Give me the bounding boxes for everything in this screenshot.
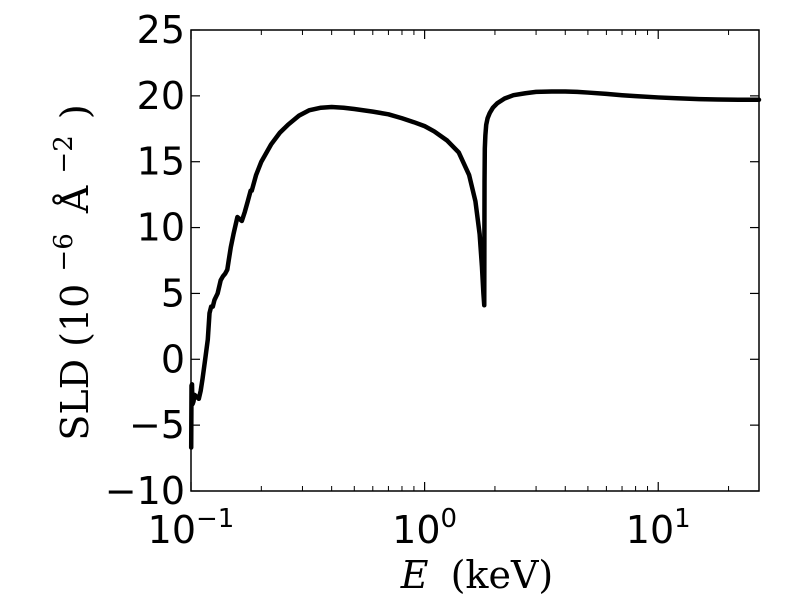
y-tick-label: 20 xyxy=(137,74,185,118)
x-tick-label: 101 xyxy=(626,504,691,552)
y-tick-label: 10 xyxy=(137,206,185,250)
y-tick-label: −5 xyxy=(129,403,185,447)
x-axis-label: E (keV) xyxy=(400,553,553,597)
plot-frame xyxy=(190,29,760,492)
y-axis-label-main: SLD (10 xyxy=(53,284,97,441)
x-tick-label: 10−1 xyxy=(148,504,235,552)
y-axis-label-close: ) xyxy=(53,104,97,119)
y-axis-label-exp1: −6 xyxy=(49,233,79,271)
y-tick-label: 0 xyxy=(161,337,185,381)
series-layer xyxy=(188,89,762,450)
y-tick-label: −10 xyxy=(105,469,185,513)
y-axis-label: SLD (10 −6 Å −2 ) xyxy=(37,104,97,440)
y-tick-label: 25 xyxy=(137,8,185,52)
x-tick-label: 100 xyxy=(392,504,457,552)
y-axis-label-angstrom: Å xyxy=(53,185,97,214)
series-line-0 xyxy=(188,89,762,450)
labels-layer: −10 −5 0 5 10 15 20 25 10−1 100 101 xyxy=(105,8,691,552)
y-tick-label: 15 xyxy=(137,140,185,184)
y-tick-label: 5 xyxy=(161,271,185,315)
y-axis-label-exp2: −2 xyxy=(49,135,79,173)
x-axis-label-var: E xyxy=(400,553,429,597)
x-axis-label-unit: (keV) xyxy=(451,553,554,597)
